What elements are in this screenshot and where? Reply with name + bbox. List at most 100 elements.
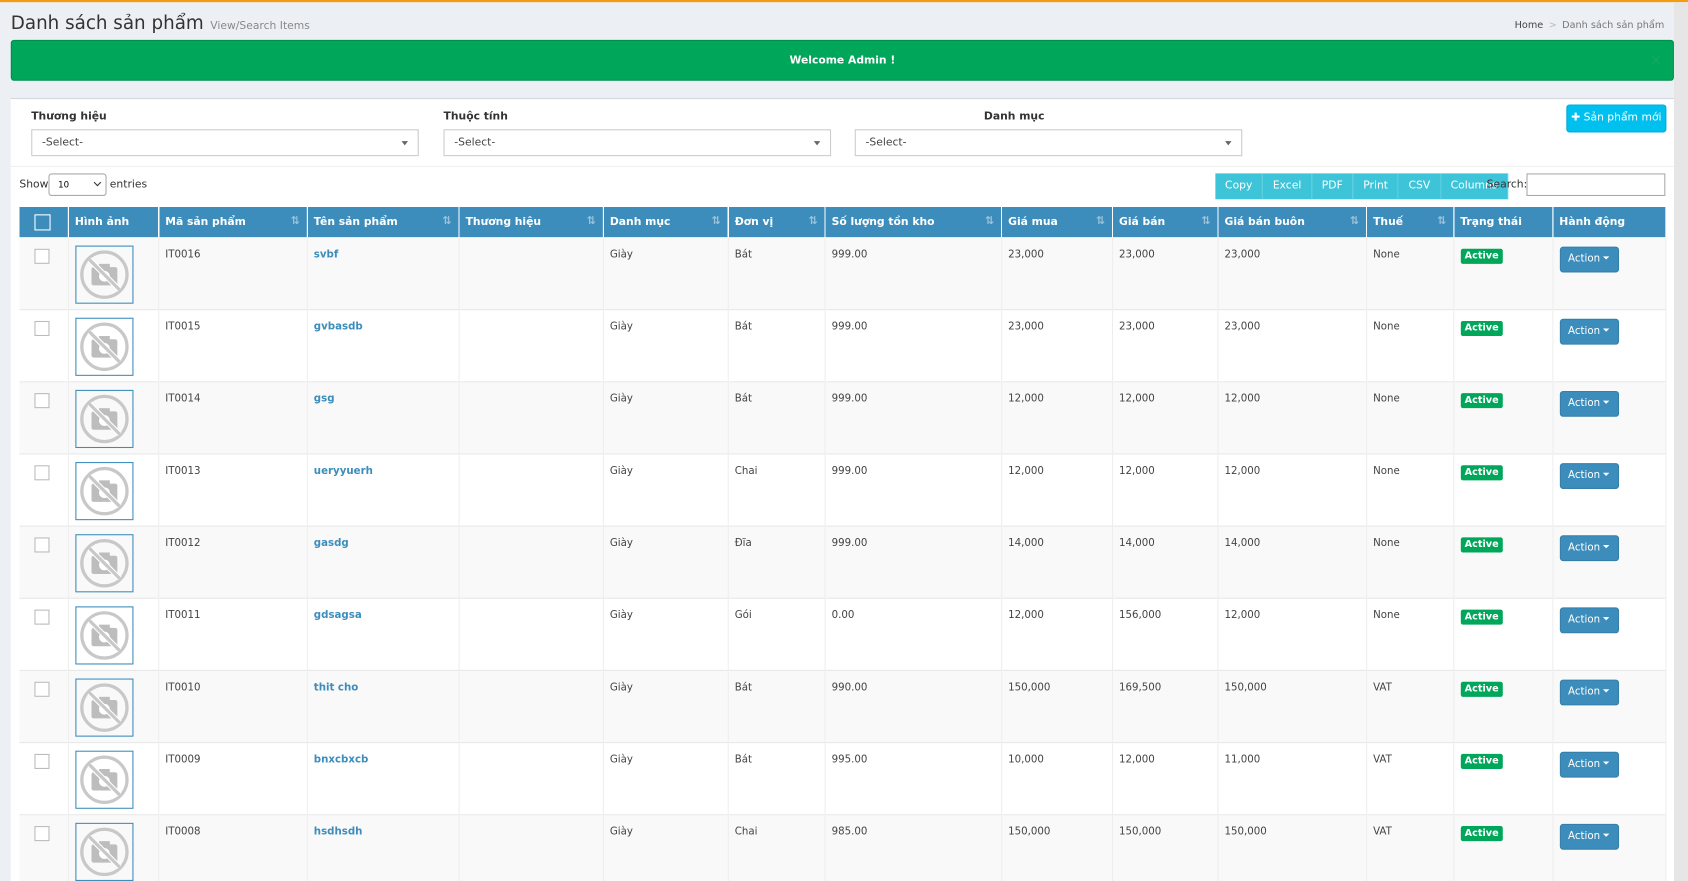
action-button[interactable]: Action xyxy=(1559,246,1619,273)
search-input[interactable] xyxy=(1526,173,1666,197)
export-button[interactable]: Excel xyxy=(1263,173,1313,200)
column-header: Hình ảnh xyxy=(67,206,159,238)
length-select[interactable]: 10 xyxy=(48,173,107,197)
cell: Bát xyxy=(727,742,826,815)
cell-text: Gói xyxy=(734,609,752,622)
column-header[interactable]: Giá bán buôn xyxy=(1217,206,1367,238)
action-button[interactable]: Action xyxy=(1559,751,1619,778)
export-button[interactable]: Print xyxy=(1353,173,1399,200)
cell: 999.00 xyxy=(824,381,1002,454)
cell: IT0011 xyxy=(158,597,308,671)
cell: hsdhsdh xyxy=(306,814,460,881)
page-header: Danh sách sản phẩm View/Search Items xyxy=(11,13,310,35)
cell-text: Giày xyxy=(609,393,633,405)
cell-text: IT0008 xyxy=(165,826,201,838)
export-button[interactable]: Copy xyxy=(1215,173,1264,200)
column-header[interactable]: Giá mua xyxy=(1001,206,1113,238)
action-button[interactable]: Action xyxy=(1559,535,1619,562)
cell: gvbasdb xyxy=(306,309,460,382)
export-button[interactable]: PDF xyxy=(1312,173,1354,200)
cell-text: Giày xyxy=(609,320,633,333)
alert: Welcome Admin ! × xyxy=(10,39,1674,81)
cell: Giày xyxy=(602,525,729,599)
cell: Giày xyxy=(602,309,729,382)
column-header[interactable]: Giá bán xyxy=(1112,206,1219,238)
new-product-button[interactable]: ✚ Sản phẩm mới xyxy=(1566,104,1667,133)
product-name-link[interactable]: gvbasdb xyxy=(313,320,363,333)
cell-text: IT0013 xyxy=(165,465,201,478)
action-button[interactable]: Action xyxy=(1559,607,1619,634)
cell xyxy=(458,236,604,310)
content-box: Thương hiệu -Select- Thuộc tính -Select-… xyxy=(10,98,1674,881)
cell-text: 999.00 xyxy=(831,248,868,261)
column-header: Hành động xyxy=(1552,206,1666,238)
product-name-link[interactable]: svbf xyxy=(313,248,339,261)
export-button[interactable]: CSV xyxy=(1398,173,1441,200)
cell: None xyxy=(1366,453,1454,527)
cell: 12,000 xyxy=(1001,597,1113,671)
cell xyxy=(67,814,159,881)
action-button[interactable]: Action xyxy=(1559,318,1619,345)
alert-close[interactable]: × xyxy=(1649,51,1663,69)
cell-text: 23,000 xyxy=(1119,248,1155,261)
product-name-link[interactable]: gdsagsa xyxy=(313,609,362,622)
cell-text: None xyxy=(1373,320,1400,333)
select-all-checkbox[interactable] xyxy=(34,213,51,230)
cell: Active xyxy=(1453,453,1553,527)
breadcrumb: Home > Danh sách sản phẩm xyxy=(1515,20,1665,31)
cell: gdsagsa xyxy=(306,597,460,671)
row-checkbox[interactable] xyxy=(34,465,50,481)
cell xyxy=(458,381,604,454)
action-button[interactable]: Action xyxy=(1559,823,1619,850)
breadcrumb-home[interactable]: Home xyxy=(1514,20,1544,32)
cell: Action xyxy=(1552,597,1666,671)
row-checkbox[interactable] xyxy=(34,248,50,264)
filter-select[interactable]: -Select- xyxy=(854,129,1243,157)
column-header[interactable]: Số lượng tồn kho xyxy=(824,206,1002,238)
cell: Bát xyxy=(727,669,826,743)
product-name-link[interactable]: gasdg xyxy=(313,537,349,550)
column-header[interactable]: Tên sản phẩm xyxy=(306,206,460,238)
product-name-link[interactable]: bnxcbxcb xyxy=(313,753,369,766)
column-header[interactable]: Mã sản phẩm xyxy=(158,206,308,238)
row-checkbox[interactable] xyxy=(34,320,50,337)
row-checkbox[interactable] xyxy=(34,753,50,769)
export-button[interactable]: Columns xyxy=(1440,173,1509,200)
filter-select[interactable]: -Select- xyxy=(443,129,832,157)
column-header[interactable]: Thuế xyxy=(1366,206,1454,238)
column-header[interactable]: Đơn vị xyxy=(727,206,826,238)
row-checkbox[interactable] xyxy=(34,537,50,553)
column-header[interactable]: Thương hiệu xyxy=(458,206,604,238)
product-name-link[interactable]: ueryyuerh xyxy=(313,465,373,478)
cell-text: 12,000 xyxy=(1119,753,1155,766)
cell xyxy=(67,309,159,382)
export-buttons: Copy Excel PDF Print CSV Columns xyxy=(1215,173,1509,200)
product-name-link[interactable]: thit cho xyxy=(313,681,359,694)
cell: Đĩa xyxy=(727,525,826,599)
row-checkbox[interactable] xyxy=(34,681,50,697)
cell-text: 11,000 xyxy=(1224,753,1261,766)
table-row: IT0008 hsdhsdh Giày Chai 985.00 150,000 150,00… xyxy=(19,814,1666,881)
row-checkbox[interactable] xyxy=(34,826,50,842)
cell: 12,000 xyxy=(1112,453,1219,527)
action-button[interactable]: Action xyxy=(1559,679,1619,706)
cell: IT0009 xyxy=(158,742,308,815)
action-button[interactable]: Action xyxy=(1559,390,1619,417)
row-checkbox[interactable] xyxy=(34,609,50,625)
cell-text: Bát xyxy=(734,753,753,766)
cell xyxy=(19,309,69,382)
cell xyxy=(67,525,159,599)
cell: Giày xyxy=(602,742,729,815)
cell: 156,000 xyxy=(1112,597,1219,671)
product-name-link[interactable]: hsdhsdh xyxy=(313,826,363,838)
filter-select[interactable]: -Select- xyxy=(31,129,419,157)
column-header[interactable]: Danh mục xyxy=(602,206,729,238)
product-name-link[interactable]: gsg xyxy=(313,393,335,405)
breadcrumb-current: Danh sách sản phẩm xyxy=(1562,20,1665,32)
cell: 999.00 xyxy=(824,525,1002,599)
action-button[interactable]: Action xyxy=(1559,463,1619,489)
cell-text: 23,000 xyxy=(1008,320,1044,333)
cell: ueryyuerh xyxy=(306,453,460,527)
row-checkbox[interactable] xyxy=(34,393,50,409)
